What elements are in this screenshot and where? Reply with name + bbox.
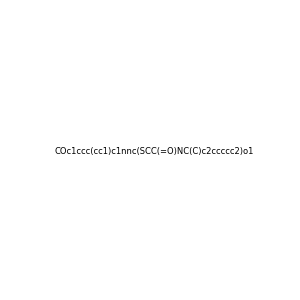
Text: COc1ccc(cc1)c1nnc(SCC(=O)NC(C)c2ccccc2)o1: COc1ccc(cc1)c1nnc(SCC(=O)NC(C)c2ccccc2)o… — [54, 147, 254, 156]
